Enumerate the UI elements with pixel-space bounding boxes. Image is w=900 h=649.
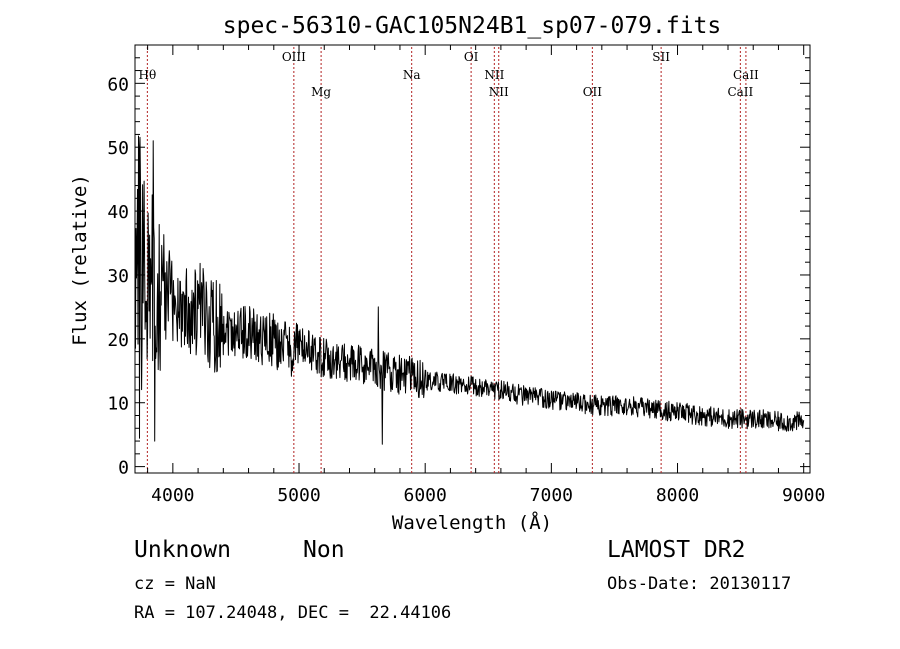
chart-title: spec-56310-GAC105N24B1_sp07-079.fits xyxy=(223,13,722,39)
x-axis-label: Wavelength (Å) xyxy=(392,511,552,534)
x-tick-label: 8000 xyxy=(656,485,699,506)
class-label: Unknown xyxy=(134,537,231,563)
x-tick-label: 4000 xyxy=(151,485,194,506)
x-tick-labels: 4000 5000 6000 7000 8000 9000 xyxy=(151,485,825,506)
y-tick-label: 20 xyxy=(107,330,129,351)
spectral-line-label: NII xyxy=(484,68,504,82)
spectral-line-label: Mg xyxy=(311,85,331,99)
plot-frame xyxy=(134,44,811,474)
axis-ticks xyxy=(135,45,810,473)
spectral-line-markers xyxy=(146,47,747,473)
spectral-line-label: NII xyxy=(489,85,509,99)
x-tick-label: 5000 xyxy=(277,485,320,506)
obs-date: Obs-Date: 20130117 xyxy=(607,574,792,594)
y-tick-label: 40 xyxy=(107,202,129,223)
y-tick-label: 0 xyxy=(118,458,129,479)
spectral-line-label: OIII xyxy=(282,50,306,64)
spectral-line-label: OI xyxy=(464,50,479,64)
survey-label: LAMOST DR2 xyxy=(607,537,746,563)
x-tick-label: 9000 xyxy=(782,485,825,506)
y-tick-label: 30 xyxy=(107,266,129,287)
spectral-line-label: CaII xyxy=(733,68,759,82)
x-tick-label: 7000 xyxy=(530,485,573,506)
y-tick-label: 10 xyxy=(107,394,129,415)
y-tick-labels: 0 10 20 30 40 50 60 xyxy=(107,74,129,478)
spectral-line-label: Na xyxy=(403,68,421,82)
spectral-line-labels: Hθ OIII Mg Na OI NII NII OII SII CaII CaII xyxy=(139,50,760,99)
x-tick-label: 6000 xyxy=(404,485,447,506)
y-axis-label: Flux (relative) xyxy=(69,174,91,346)
spectral-line-label: CaII xyxy=(727,85,753,99)
spectral-line-label: Hθ xyxy=(139,68,157,82)
spectral-line-label: OII xyxy=(583,85,603,99)
spectral-line-label: SII xyxy=(652,50,670,64)
spectrum-series xyxy=(134,135,805,445)
spectrum-line xyxy=(134,135,805,445)
y-tick-label: 50 xyxy=(107,138,129,159)
y-tick-label: 60 xyxy=(107,74,129,95)
coordinates: RA = 107.24048, DEC = 22.44106 xyxy=(134,603,452,623)
subclass-label: Non xyxy=(303,537,345,563)
cz-value: cz = NaN xyxy=(134,574,216,594)
